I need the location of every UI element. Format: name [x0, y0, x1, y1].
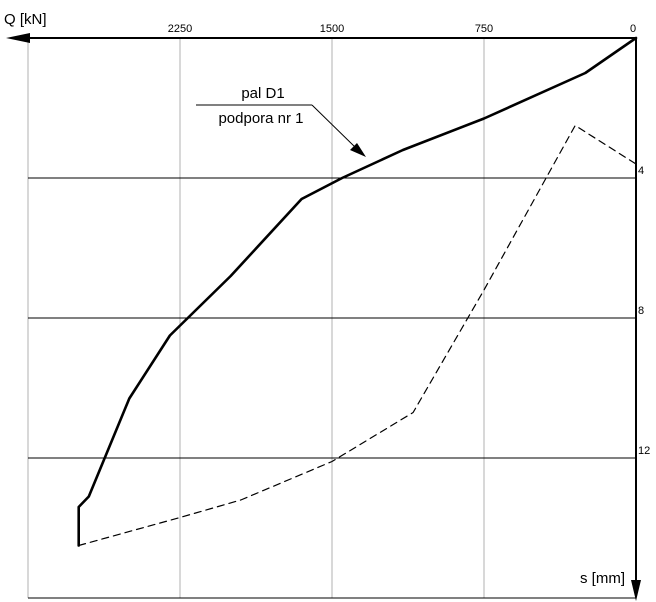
- annotation-group: pal D1 podpora nr 1: [196, 85, 366, 157]
- s-axis-arrow-icon: [631, 580, 641, 601]
- annotation-leader-line: [311, 104, 357, 149]
- x-axis-title: Q [kN]: [4, 11, 47, 28]
- x-tick-label-1500: 1500: [320, 23, 344, 35]
- y-tick-label-4: 4: [638, 165, 644, 177]
- annotation-arrow-icon: [350, 143, 366, 157]
- x-tick-label-0: 0: [630, 23, 636, 35]
- axes: [6, 33, 641, 601]
- unloading-curve: [78, 124, 637, 547]
- grid: [27, 38, 636, 599]
- y-axis-title: s [mm]: [580, 570, 625, 587]
- x-tick-label-2250: 2250: [168, 23, 192, 35]
- y-tick-label-8: 8: [638, 305, 644, 317]
- x-tick-label-750: 750: [475, 23, 493, 35]
- y-tick-label-12: 12: [638, 445, 650, 457]
- tick-labels: 2250 1500 750 0 4 8 12: [168, 23, 650, 457]
- series-group: [77, 36, 638, 547]
- q-axis-arrow-icon: [6, 33, 30, 43]
- annotation-line1: pal D1: [241, 85, 284, 102]
- annotation-line2: podpora nr 1: [218, 110, 303, 127]
- loading-curve: [77, 36, 638, 547]
